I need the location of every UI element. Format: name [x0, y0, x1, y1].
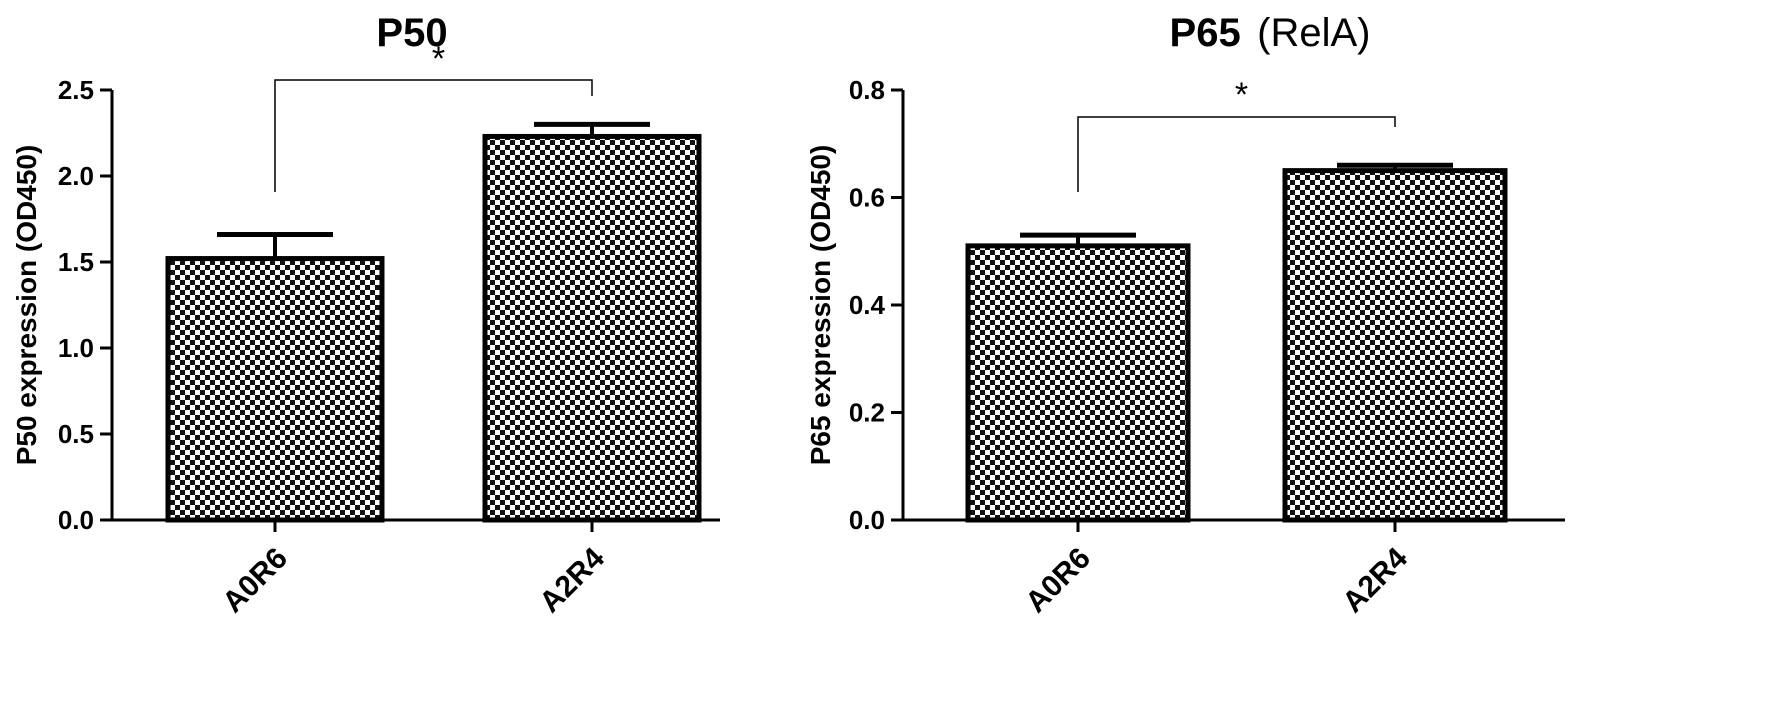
- x-tick-label: A2R4: [1336, 541, 1414, 619]
- chart-title: P65: [1170, 11, 1241, 55]
- x-tick-label: A0R6: [216, 542, 294, 620]
- x-tick-label: A2R4: [533, 541, 611, 619]
- significance-bracket: [274, 79, 593, 192]
- y-tick-label: 0.6: [849, 183, 885, 213]
- y-tick-label: 2.0: [58, 161, 94, 191]
- bar: [165, 256, 385, 523]
- x-tick-label: A0R6: [1019, 542, 1097, 620]
- y-tick-label: 0.5: [58, 419, 94, 449]
- y-tick-label: 2.5: [58, 75, 94, 105]
- significance-star: *: [1235, 76, 1248, 114]
- bars: *: [165, 40, 702, 523]
- chart-title: P50: [376, 11, 447, 55]
- bar: [965, 243, 1191, 523]
- y-tick-label: 0.2: [849, 398, 885, 428]
- chart-panel-p65: P65 (RelA) P65 expression (OD450) 0.0 0.2…: [805, 11, 1565, 619]
- chart-panel-p50: P50 P50 expression (OD450) 0.0 0.5 1.0 1.5 2…: [11, 11, 720, 619]
- y-tick-label: 0.8: [849, 75, 885, 105]
- y-tick-label: 0.0: [849, 505, 885, 535]
- bar: [482, 133, 702, 523]
- chart-title-group: P65 (RelA): [1170, 11, 1371, 55]
- significance-star: *: [432, 40, 445, 78]
- y-axis-label: P50 expression (OD450): [11, 145, 42, 466]
- y-tick-label: 1.5: [58, 247, 94, 277]
- chart-subtitle: (RelA): [1257, 11, 1370, 55]
- y-axis-label: P65 expression (OD450): [805, 145, 836, 466]
- significance-bracket: [1077, 116, 1396, 192]
- bar: [1282, 168, 1508, 523]
- y-tick-label: 0.0: [58, 505, 94, 535]
- bars: *: [965, 76, 1508, 523]
- y-tick-label: 1.0: [58, 333, 94, 363]
- y-tick-label: 0.4: [849, 290, 886, 320]
